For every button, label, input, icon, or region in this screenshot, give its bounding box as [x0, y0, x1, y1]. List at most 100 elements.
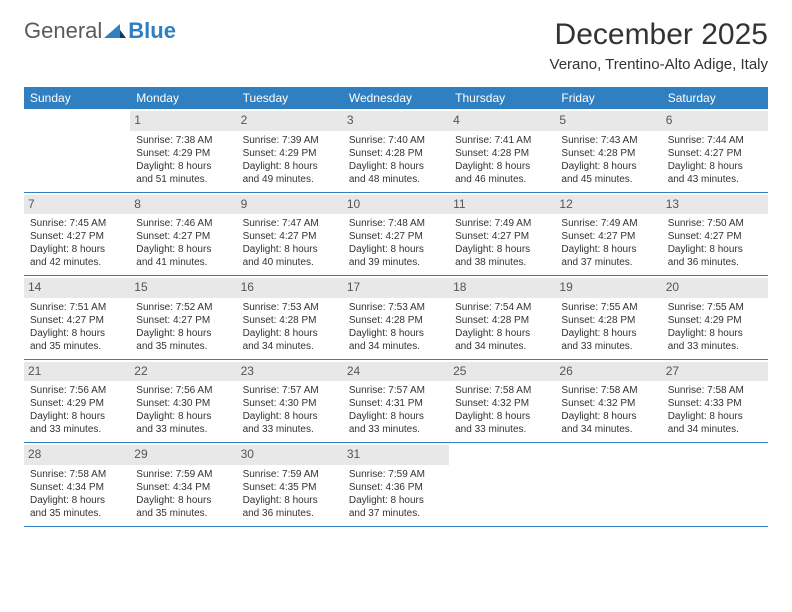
day-number: 8 [130, 195, 236, 215]
sunset-text: Sunset: 4:28 PM [243, 314, 337, 327]
day-number: 11 [449, 195, 555, 215]
col-tuesday: Tuesday [237, 87, 343, 109]
sunrise-text: Sunrise: 7:45 AM [30, 217, 124, 230]
calendar-table: Sunday Monday Tuesday Wednesday Thursday… [24, 87, 768, 527]
day-number: 25 [449, 362, 555, 382]
day-number: 21 [24, 362, 130, 382]
day-number: 24 [343, 362, 449, 382]
sunset-text: Sunset: 4:28 PM [349, 314, 443, 327]
daylight-text: Daylight: 8 hours and 33 minutes. [455, 410, 549, 436]
day-number: 14 [24, 278, 130, 298]
calendar-cell: 31Sunrise: 7:59 AMSunset: 4:36 PMDayligh… [343, 443, 449, 527]
day-number: 6 [662, 111, 768, 131]
daylight-text: Daylight: 8 hours and 33 minutes. [30, 410, 124, 436]
sunset-text: Sunset: 4:29 PM [243, 147, 337, 160]
sunset-text: Sunset: 4:28 PM [455, 314, 549, 327]
col-wednesday: Wednesday [343, 87, 449, 109]
calendar-cell: 11Sunrise: 7:49 AMSunset: 4:27 PMDayligh… [449, 192, 555, 276]
sunrise-text: Sunrise: 7:51 AM [30, 301, 124, 314]
sunset-text: Sunset: 4:29 PM [668, 314, 762, 327]
sunrise-text: Sunrise: 7:58 AM [455, 384, 549, 397]
daylight-text: Daylight: 8 hours and 33 minutes. [561, 327, 655, 353]
calendar-cell: 7Sunrise: 7:45 AMSunset: 4:27 PMDaylight… [24, 192, 130, 276]
daylight-text: Daylight: 8 hours and 40 minutes. [243, 243, 337, 269]
daylight-text: Daylight: 8 hours and 35 minutes. [136, 327, 230, 353]
daylight-text: Daylight: 8 hours and 41 minutes. [136, 243, 230, 269]
title-block: December 2025 Verano, Trentino-Alto Adig… [550, 18, 768, 73]
sunset-text: Sunset: 4:28 PM [561, 147, 655, 160]
calendar-cell: 12Sunrise: 7:49 AMSunset: 4:27 PMDayligh… [555, 192, 661, 276]
triangle-icon [104, 22, 126, 40]
sunrise-text: Sunrise: 7:53 AM [349, 301, 443, 314]
daylight-text: Daylight: 8 hours and 34 minutes. [349, 327, 443, 353]
sunrise-text: Sunrise: 7:38 AM [136, 134, 230, 147]
day-number: 16 [237, 278, 343, 298]
calendar-cell: 30Sunrise: 7:59 AMSunset: 4:35 PMDayligh… [237, 443, 343, 527]
day-number: 17 [343, 278, 449, 298]
calendar-row: 14Sunrise: 7:51 AMSunset: 4:27 PMDayligh… [24, 276, 768, 360]
sunset-text: Sunset: 4:33 PM [668, 397, 762, 410]
sunrise-text: Sunrise: 7:59 AM [243, 468, 337, 481]
calendar-cell: 26Sunrise: 7:58 AMSunset: 4:32 PMDayligh… [555, 359, 661, 443]
sunrise-text: Sunrise: 7:56 AM [30, 384, 124, 397]
sunset-text: Sunset: 4:27 PM [668, 230, 762, 243]
brand-text-2: Blue [128, 18, 176, 44]
daylight-text: Daylight: 8 hours and 37 minutes. [561, 243, 655, 269]
sunset-text: Sunset: 4:31 PM [349, 397, 443, 410]
calendar-cell: 17 Sunrise: 7:53 AMSunset: 4:28 PMDayligh… [343, 276, 449, 360]
calendar-cell: 1Sunrise: 7:38 AMSunset: 4:29 PMDaylight… [130, 109, 236, 192]
day-number: 7 [24, 195, 130, 215]
day-number: 20 [662, 278, 768, 298]
brand-text-1: General [24, 18, 102, 44]
day-number: 19 [555, 278, 661, 298]
sunrise-text: Sunrise: 7:55 AM [668, 301, 762, 314]
sunrise-text: Sunrise: 7:57 AM [349, 384, 443, 397]
calendar-cell: 18Sunrise: 7:54 AMSunset: 4:28 PMDayligh… [449, 276, 555, 360]
sunset-text: Sunset: 4:28 PM [455, 147, 549, 160]
sunset-text: Sunset: 4:27 PM [243, 230, 337, 243]
sunset-text: Sunset: 4:28 PM [561, 314, 655, 327]
sunrise-text: Sunrise: 7:58 AM [668, 384, 762, 397]
daylight-text: Daylight: 8 hours and 35 minutes. [30, 494, 124, 520]
calendar-cell: 21Sunrise: 7:56 AMSunset: 4:29 PMDayligh… [24, 359, 130, 443]
day-number: 23 [237, 362, 343, 382]
sunrise-text: Sunrise: 7:53 AM [243, 301, 337, 314]
daylight-text: Daylight: 8 hours and 36 minutes. [243, 494, 337, 520]
col-thursday: Thursday [449, 87, 555, 109]
sunset-text: Sunset: 4:27 PM [136, 230, 230, 243]
col-friday: Friday [555, 87, 661, 109]
sunrise-text: Sunrise: 7:50 AM [668, 217, 762, 230]
day-number: 18 [449, 278, 555, 298]
calendar-row: 28Sunrise: 7:58 AMSunset: 4:34 PMDayligh… [24, 443, 768, 527]
sunset-text: Sunset: 4:32 PM [455, 397, 549, 410]
daylight-text: Daylight: 8 hours and 34 minutes. [561, 410, 655, 436]
sunrise-text: Sunrise: 7:48 AM [349, 217, 443, 230]
calendar-cell: 13Sunrise: 7:50 AMSunset: 4:27 PMDayligh… [662, 192, 768, 276]
calendar-row: 1 Sunrise: 7:38 AM Sunset: 4:29 PM Daylight… [24, 109, 768, 192]
daylight-text: Daylight: 8 hours and 33 minutes. [136, 410, 230, 436]
page-title: December 2025 [550, 18, 768, 52]
sunset-text: Sunset: 4:36 PM [349, 481, 443, 494]
day-number: 4 [449, 111, 555, 131]
sunrise-text: Sunrise: 7:59 AM [136, 468, 230, 481]
sunset-text: Sunset: 4:32 PM [561, 397, 655, 410]
daylight-text: Daylight: 8 hours and 36 minutes. [668, 243, 762, 269]
day-number: 5 [555, 111, 661, 131]
calendar-row: 7Sunrise: 7:45 AMSunset: 4:27 PMDaylight… [24, 192, 768, 276]
sunset-text: Sunset: 4:34 PM [136, 481, 230, 494]
daylight-text: Daylight: 8 hours and 38 minutes. [455, 243, 549, 269]
calendar-cell: 14Sunrise: 7:51 AMSunset: 4:27 PMDayligh… [24, 276, 130, 360]
header: General Blue December 2025 Verano, Trent… [24, 18, 768, 73]
sunset-text: Sunset: 4:30 PM [136, 397, 230, 410]
calendar-cell: 6Sunrise: 7:44 AMSunset: 4:27 PMDaylight… [662, 109, 768, 192]
daylight-text: Daylight: 8 hours and 46 minutes. [455, 160, 549, 186]
sunrise-text: Sunrise: 7:39 AM [243, 134, 337, 147]
day-number: 30 [237, 445, 343, 465]
day-number: 3 [343, 111, 449, 131]
day-number: 2 [237, 111, 343, 131]
daylight-text: Daylight: 8 hours and 34 minutes. [243, 327, 337, 353]
day-number: 31 [343, 445, 449, 465]
day-number: 1 [130, 111, 236, 131]
sunrise-text: Sunrise: 7:44 AM [668, 134, 762, 147]
day-number: 15 [130, 278, 236, 298]
